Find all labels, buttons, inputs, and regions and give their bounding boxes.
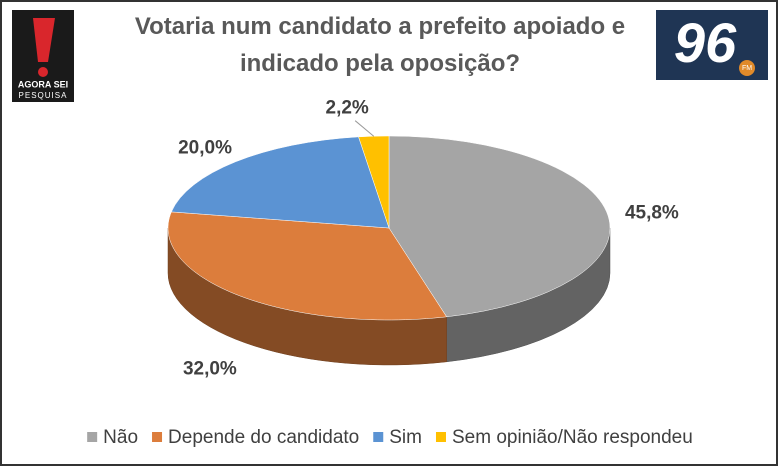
logo-left: AGORA SEI PESQUISA: [12, 10, 74, 102]
logo-text: 96: [674, 11, 737, 74]
legend-label: Sem opinião/Não respondeu: [452, 427, 693, 448]
legend-marker: [87, 432, 98, 442]
logo-text: PESQUISA: [19, 91, 68, 100]
legend-label: Depende do candidato: [168, 427, 359, 448]
pie-slice: [167, 211, 448, 321]
legend-label: Não: [103, 427, 138, 448]
data-label: 45,8%: [625, 202, 679, 223]
logo-right: 96 FM: [656, 10, 768, 80]
pie-slice: [388, 135, 611, 318]
legend-marker: [435, 432, 446, 442]
data-label: 32,0%: [183, 358, 237, 379]
data-label: 2,2%: [326, 98, 369, 119]
data-label: 20,0%: [178, 137, 232, 158]
leader-line: [354, 120, 375, 137]
legend-marker: [373, 432, 384, 442]
logo-text: FM: [742, 65, 752, 72]
logo-mark: [33, 18, 55, 62]
chart-title: Votaria num candidato a prefeito apoiado…: [134, 13, 626, 77]
logo-dot: [38, 67, 48, 77]
legend-marker: [152, 432, 163, 442]
legend-label: Sim: [389, 427, 422, 448]
pie-slice: [171, 136, 390, 229]
logo-text: AGORA SEI: [18, 79, 68, 89]
logo-dot: [739, 60, 755, 76]
